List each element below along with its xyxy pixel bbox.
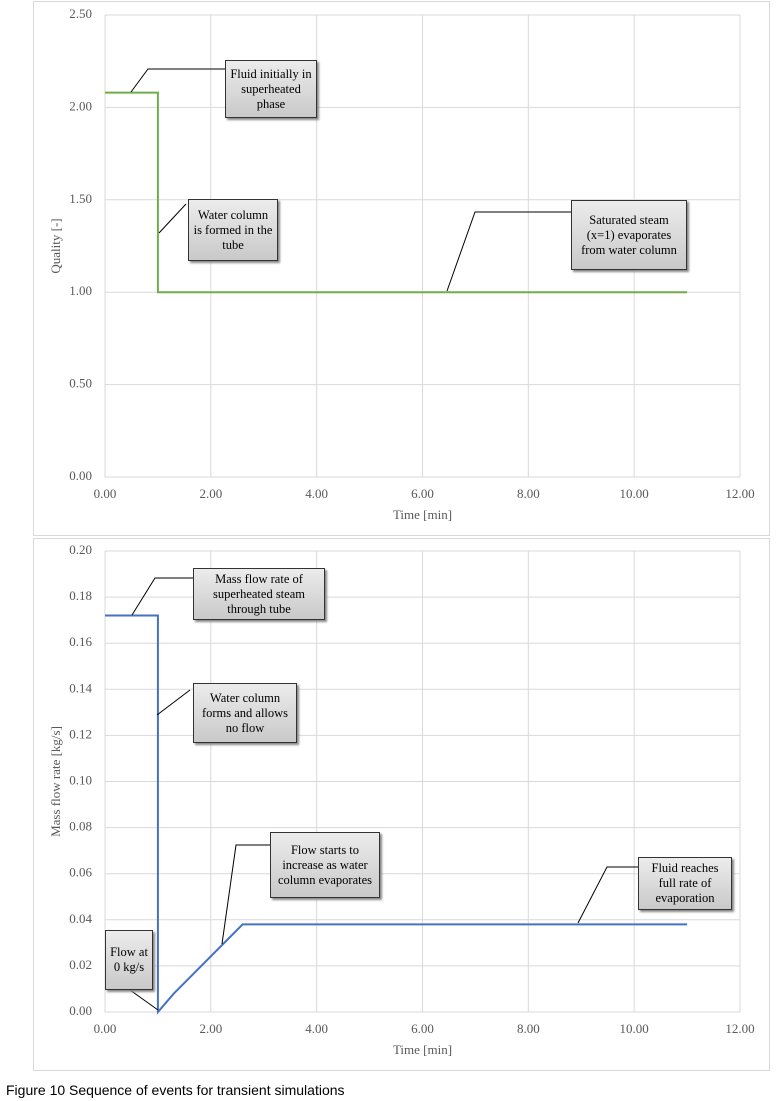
y-tick-label: 0.06	[69, 865, 92, 880]
y-tick-label: 0.04	[69, 911, 92, 926]
y-tick-label: 0.12	[69, 726, 92, 741]
y-tick-label: 0.00	[69, 468, 92, 483]
figure-caption: Figure 10 Sequence of events for transie…	[6, 1082, 345, 1098]
y-tick-label: 0.50	[69, 376, 92, 391]
x-tick-label: 2.00	[199, 486, 222, 501]
y-axis-label: Mass flow rate [kg/s]	[48, 726, 63, 837]
panel-border	[33, 538, 770, 1071]
leader-line	[158, 203, 187, 234]
annotation: Saturated steam (x=1) evaporates from wa…	[571, 200, 687, 270]
x-tick-label: 4.00	[305, 1021, 328, 1036]
annotation: Fluid initially in superheated phase	[225, 60, 317, 118]
leader-line	[221, 844, 270, 945]
x-tick-label: 12.00	[725, 1021, 754, 1036]
annotation: Water column is formed in the tube	[188, 199, 278, 261]
y-tick-label: 0.16	[69, 634, 92, 649]
x-tick-label: 6.00	[411, 486, 434, 501]
y-tick-label: 1.00	[69, 283, 92, 298]
annotation: Flow at 0 kg/s	[105, 930, 153, 990]
x-tick-label: 2.00	[199, 1021, 222, 1036]
data-line	[105, 614, 688, 1015]
y-tick-label: 0.08	[69, 819, 92, 834]
y-tick-label: 0.20	[69, 542, 92, 557]
y-tick-label: 0.00	[69, 1003, 92, 1018]
annotation: Fluid reaches full rate of evaporation	[638, 857, 732, 910]
leader-line	[129, 989, 159, 1011]
y-tick-label: 1.50	[69, 191, 92, 206]
y-tick-label: 0.10	[69, 772, 92, 787]
x-tick-label: 0.00	[94, 1021, 117, 1036]
leader-line	[131, 577, 193, 616]
x-tick-label: 4.00	[305, 486, 328, 501]
x-tick-label: 8.00	[517, 1021, 540, 1036]
y-tick-label: 2.00	[69, 98, 92, 113]
y-tick-label: 2.50	[69, 6, 92, 21]
leader-line	[446, 211, 571, 292]
x-tick-label: 12.00	[725, 486, 754, 501]
y-tick-label: 0.02	[69, 957, 92, 972]
y-axis-label: Quality [-]	[48, 218, 63, 273]
y-tick-label: 0.18	[69, 588, 92, 603]
panel-border	[33, 1, 770, 536]
x-tick-label: 10.00	[620, 486, 649, 501]
annotation: Mass flow rate of superheated steam thro…	[193, 568, 325, 620]
x-tick-label: 0.00	[94, 486, 117, 501]
leader-line	[577, 866, 638, 924]
data-line	[105, 91, 688, 294]
leader-line	[156, 689, 191, 716]
x-tick-label: 8.00	[517, 486, 540, 501]
x-axis-label: Time [min]	[393, 1042, 452, 1057]
annotation: Water column forms and allows no flow	[193, 683, 297, 743]
leader-line	[130, 68, 225, 93]
x-tick-label: 6.00	[411, 1021, 434, 1036]
x-axis-label: Time [min]	[393, 507, 452, 522]
x-tick-label: 10.00	[620, 1021, 649, 1036]
y-tick-label: 0.14	[69, 680, 92, 695]
annotation: Flow starts to increase as water column …	[270, 832, 380, 898]
